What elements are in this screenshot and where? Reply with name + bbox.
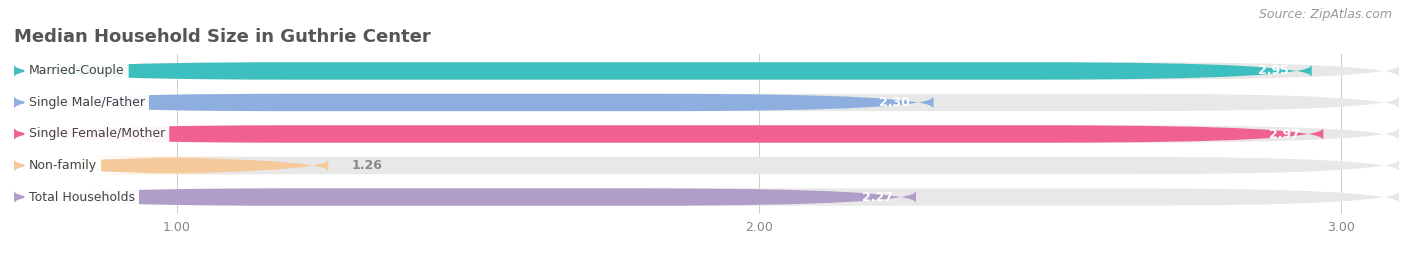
FancyBboxPatch shape [14, 157, 328, 174]
Text: Single Male/Father: Single Male/Father [28, 96, 145, 109]
FancyBboxPatch shape [14, 62, 1312, 80]
Text: Total Households: Total Households [28, 191, 135, 204]
FancyBboxPatch shape [14, 125, 1323, 143]
FancyBboxPatch shape [14, 188, 915, 206]
Text: 2.30: 2.30 [879, 96, 910, 109]
FancyBboxPatch shape [14, 94, 1399, 111]
Text: 2.95: 2.95 [1257, 64, 1288, 77]
Text: Married-Couple: Married-Couple [28, 64, 124, 77]
Text: Non-family: Non-family [28, 159, 97, 172]
Text: Median Household Size in Guthrie Center: Median Household Size in Guthrie Center [14, 28, 430, 46]
Text: 2.97: 2.97 [1270, 128, 1301, 140]
FancyBboxPatch shape [14, 188, 1399, 206]
FancyBboxPatch shape [14, 94, 934, 111]
Text: Single Female/Mother: Single Female/Mother [28, 128, 165, 140]
FancyBboxPatch shape [14, 157, 1399, 174]
Text: 2.27: 2.27 [862, 191, 893, 204]
FancyBboxPatch shape [14, 62, 1399, 80]
FancyBboxPatch shape [14, 125, 1399, 143]
Text: Source: ZipAtlas.com: Source: ZipAtlas.com [1258, 8, 1392, 21]
Text: 1.26: 1.26 [352, 159, 382, 172]
